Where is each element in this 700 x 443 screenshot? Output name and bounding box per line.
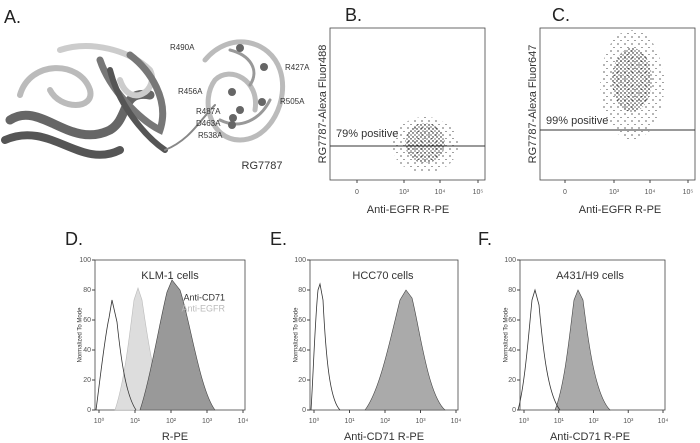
panel-label: A.	[4, 7, 21, 27]
residue-label: R427A	[285, 63, 310, 72]
y-tick-label: 60	[298, 317, 306, 324]
residue-label: R505A	[280, 97, 305, 106]
y-axis-label: RG7787-Alexa Fluor647	[527, 45, 539, 164]
x-tick-label: 10⁰	[94, 417, 105, 425]
y-axis-label: Normalized To Mode	[78, 307, 84, 363]
x-tick-label: 10⁰	[519, 417, 530, 425]
x-tick-label: 10³	[623, 418, 634, 425]
x-tick-label: 0	[355, 189, 359, 196]
x-tick-label: 10⁴	[658, 418, 669, 425]
x-tick-label: 10⁴	[435, 189, 446, 196]
x-tick-label: 10³	[415, 418, 426, 425]
y-tick-label: 0	[87, 407, 91, 414]
plot-frame	[329, 27, 486, 181]
y-tick-label: 0	[512, 407, 516, 414]
y-tick-label: 20	[83, 377, 91, 384]
y-tick-label: 100	[294, 257, 306, 264]
x-tick-label: 10⁴	[645, 189, 656, 196]
y-tick-label: 40	[83, 347, 91, 354]
y-tick-label: 100	[79, 257, 91, 264]
molecule-name: RG7787	[242, 160, 283, 172]
y-tick-label: 20	[298, 377, 306, 384]
y-tick-label: 80	[298, 287, 306, 294]
histogram-cd71	[139, 279, 216, 411]
x-tick-label: 10⁵	[683, 189, 694, 196]
y-axis-label: RG7787-Alexa Fluor488	[317, 45, 329, 164]
x-tick-label: 10¹	[130, 418, 141, 425]
x-axis-label: Anti-EGFR R-PE	[579, 204, 662, 216]
scatter-core	[405, 123, 445, 163]
x-tick-label: 10³	[609, 189, 620, 196]
panel-title: KLM-1 cells	[141, 270, 199, 282]
protein-structure	[1, 39, 286, 159]
histogram-control	[95, 299, 137, 411]
x-tick-label: 0	[563, 189, 567, 196]
histogram-control	[517, 288, 561, 411]
x-tick-label: 10¹	[554, 418, 565, 425]
y-tick-label: 100	[504, 257, 516, 264]
x-tick-label: 10¹	[344, 418, 355, 425]
residue-label: R538A	[198, 131, 223, 140]
panel-label: E.	[270, 229, 287, 249]
y-tick-label: 0	[302, 407, 306, 414]
x-tick-label: 10²	[166, 418, 177, 425]
histogram-cd71	[364, 289, 446, 411]
y-axis-label: Normalized To Mode	[504, 307, 510, 363]
x-tick-label: 10⁵	[473, 189, 484, 196]
legend-entry: Anti-CD71	[183, 292, 225, 302]
histogram-control	[310, 282, 341, 411]
residue-label: R487A	[196, 107, 221, 116]
y-axis-label: Normalized To Mode	[294, 307, 300, 363]
legend-entry: Anti-EGFR	[181, 303, 225, 313]
panel-label: B.	[345, 5, 362, 25]
x-tick-label: 10⁴	[238, 418, 249, 425]
x-tick-label: 10³	[399, 189, 410, 196]
x-tick-label: 10²	[588, 418, 599, 425]
y-tick-label: 20	[508, 377, 516, 384]
y-tick-label: 80	[508, 287, 516, 294]
x-axis-label: Anti-CD71 R-PE	[344, 431, 424, 443]
residue-label: R490A	[170, 43, 195, 52]
x-tick-label: 10⁴	[451, 418, 462, 425]
plot-frame	[539, 27, 696, 181]
residue-label: D463A	[196, 119, 221, 128]
panel-title: HCC70 cells	[352, 270, 414, 282]
residue-label: R456A	[178, 87, 203, 96]
histogram-cd71	[554, 289, 611, 411]
panel-label: D.	[65, 229, 83, 249]
x-tick-label: 10⁰	[309, 417, 320, 425]
panel-label: C.	[552, 5, 570, 25]
x-axis-label: R-PE	[162, 431, 188, 443]
y-tick-label: 40	[298, 347, 306, 354]
scatter-core	[612, 48, 652, 112]
x-tick-label: 10³	[202, 418, 213, 425]
gate-label: 79% positive	[336, 128, 398, 140]
y-tick-label: 60	[508, 317, 516, 324]
x-axis-label: Anti-EGFR R-PE	[367, 204, 450, 216]
gate-label: 99% positive	[546, 115, 608, 127]
y-tick-label: 40	[508, 347, 516, 354]
x-tick-label: 10²	[380, 418, 391, 425]
panel-label: F.	[478, 229, 492, 249]
y-tick-label: 60	[83, 317, 91, 324]
x-axis-label: Anti-CD71 R-PE	[550, 431, 630, 443]
panel-title: A431/H9 cells	[556, 270, 624, 282]
y-tick-label: 80	[83, 287, 91, 294]
